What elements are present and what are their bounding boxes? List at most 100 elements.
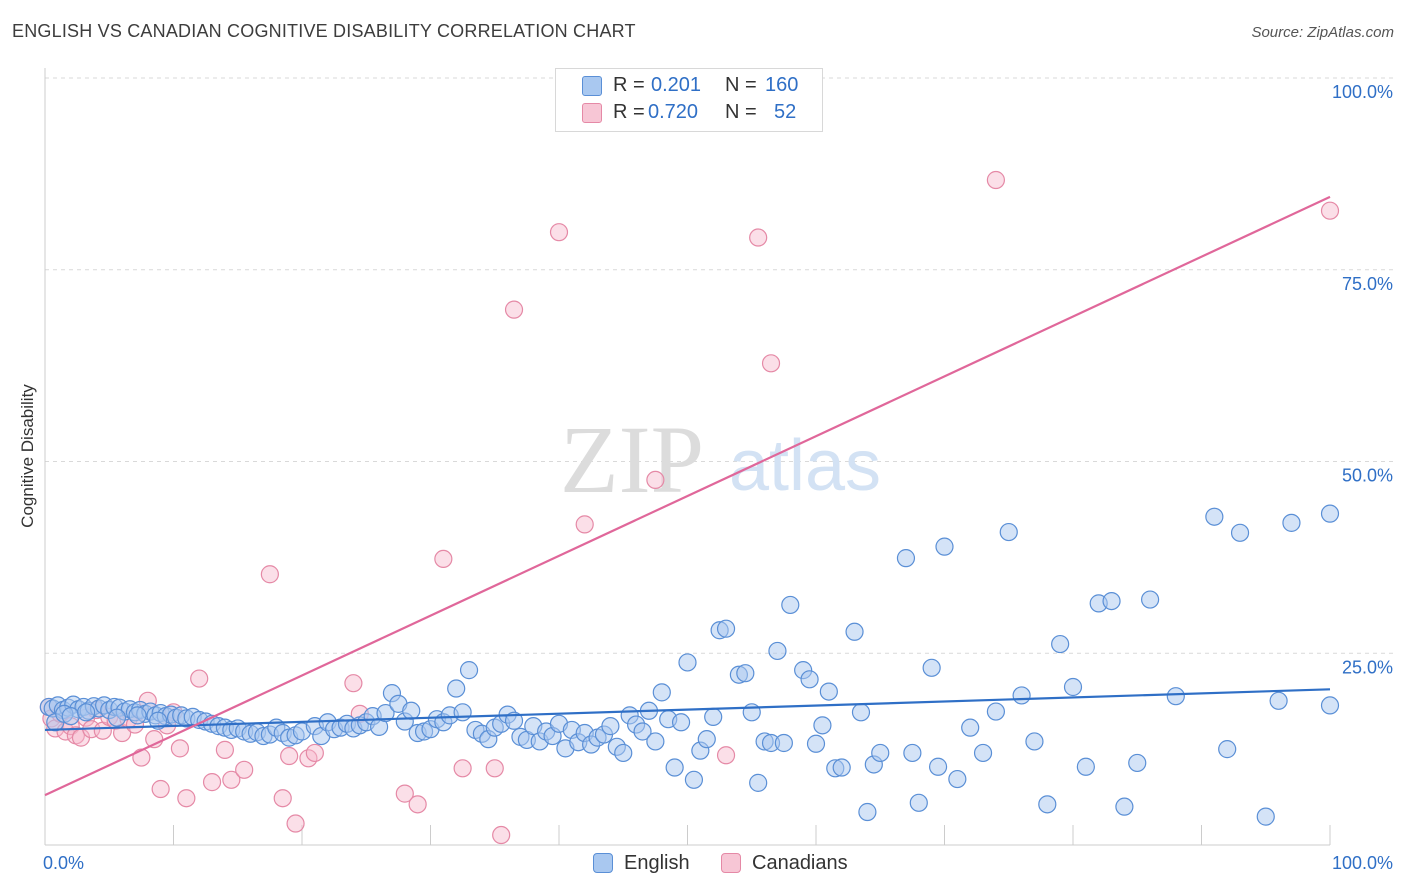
y-axis-label: Cognitive Disability [18,384,37,528]
english-point [935,537,954,556]
english-point [749,773,768,792]
english-point [1115,797,1134,816]
english-point [768,641,787,661]
canadians-point [151,779,170,799]
english-point [922,658,941,677]
canadians-point [344,674,363,693]
canadians-point [492,825,511,845]
watermark: ZIP atlas [560,406,881,513]
english-point [896,549,916,568]
canadians-point [235,760,254,779]
canadians-point [504,300,524,319]
canadians-point [485,759,504,778]
canadians-point [177,789,196,808]
english-point [986,702,1006,721]
english-point [107,708,127,727]
english-point [871,743,890,763]
english-point [999,522,1018,542]
english-point [774,733,793,753]
canadians-point [716,746,736,765]
canadians-legend-swatch [721,853,741,873]
english-point [903,743,922,763]
english-point [1320,696,1340,715]
canadians-r-value: 0.720 [648,101,699,123]
english-point [781,595,800,615]
canadians-swatch [582,103,602,123]
english-point [800,670,819,689]
english-point [1012,686,1031,705]
english-point [665,758,684,777]
english-point [633,722,652,741]
english-n-label: N = [725,74,757,96]
english-point [1140,590,1160,609]
canadians-point [575,515,594,534]
english-point [704,707,723,727]
english-point [1051,634,1070,654]
english-point [61,707,80,726]
english-point [1269,691,1288,710]
english-point [1128,753,1147,773]
english-point [973,743,993,763]
y-tick-label-100: 100.0% [1332,82,1393,102]
watermark-zip: ZIP [560,406,704,513]
canadians-point [190,669,209,688]
tick-labels: 25.0% 50.0% 75.0% 100.0% 0.0% 100.0% [43,82,1393,873]
english-point [806,734,826,753]
english-point [716,619,736,638]
english-point [614,743,633,763]
english-point [1063,677,1083,697]
english-point [697,730,716,749]
canadians-point [408,795,427,814]
canadians-point [1320,201,1340,220]
grid-lines [45,77,1395,654]
canadians-point [222,770,241,789]
english-point [961,718,980,737]
y-tick-label-50: 50.0% [1342,466,1393,486]
english-r-value: 0.201 [651,74,702,96]
trendlines [44,195,1331,797]
canadians-trendline [44,195,1331,797]
english-point [813,716,832,735]
canadians-point [434,549,453,569]
english-point [736,664,755,683]
canadians-point [273,789,292,808]
english-point [128,706,147,725]
stats-legend: R = 0.201 N = 160 R = 0.720 N = 52 [555,68,823,132]
english-point [453,703,472,722]
english-point [148,711,168,730]
english-point [402,701,421,720]
source-label: Source: ZipAtlas.com [1251,24,1394,41]
y-tick-label-75: 75.0% [1342,274,1393,294]
canadians-point [549,223,569,242]
english-point [909,793,928,812]
canadians-point [280,746,299,766]
canadians-point [132,748,151,767]
english-point [376,703,395,723]
english-point [858,802,877,822]
canadians-point [646,470,665,490]
canadians-point [170,739,190,758]
canadians-point [215,740,234,759]
english-legend-swatch [593,853,613,873]
english-point [601,717,620,736]
canadians-point [986,170,1006,190]
canadians-point [761,354,781,373]
english-point [1218,740,1237,759]
english-point [671,713,691,732]
english-point [1038,795,1057,814]
english-point [652,683,671,702]
y-tick-label-25: 25.0% [1342,657,1393,677]
english-point [447,679,466,698]
english-point [1320,504,1340,523]
x-tick-label-100: 100.0% [1332,853,1393,873]
english-point [684,770,704,789]
english-swatch [582,76,602,96]
canadians-legend-label: Canadians [752,852,848,874]
english-point [1282,513,1301,532]
canadians-point [395,784,414,803]
english-point [851,703,871,722]
english-r-label: R = [613,74,645,96]
canadians-point [453,759,472,778]
chart-title: ENGLISH VS CANADIAN COGNITIVE DISABILITY… [12,21,636,41]
